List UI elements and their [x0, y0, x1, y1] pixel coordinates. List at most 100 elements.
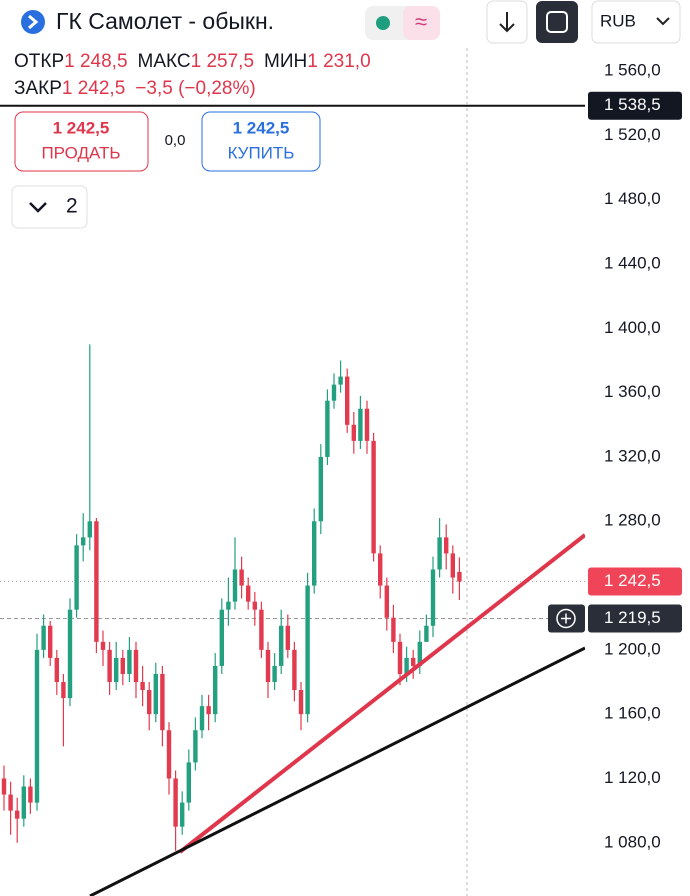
candle-body [186, 762, 191, 803]
high-value: 1 257,5 [191, 51, 254, 72]
candle-body [411, 657, 416, 666]
add-alert-plus [561, 613, 571, 624]
candle-body [285, 625, 290, 650]
candle-body [140, 682, 145, 691]
trend-line-red [178, 533, 587, 854]
fullscreen-icon [546, 11, 568, 33]
candle-body [351, 424, 356, 441]
candle-body [437, 537, 442, 570]
candle-body [193, 730, 198, 763]
close-label: ЗАКР [14, 78, 62, 99]
candle-body [272, 665, 277, 683]
candle-body [28, 786, 33, 803]
y-tick-label: 1 320,0 [604, 446, 661, 465]
price-label-bg [588, 604, 682, 633]
candle-body [417, 641, 422, 666]
y-tick-label: 1 200,0 [604, 639, 661, 658]
candle-body [364, 408, 370, 441]
candle-body [206, 706, 211, 715]
candle-body [107, 649, 112, 683]
plot [0, 104, 585, 851]
candle-body [54, 657, 59, 683]
candle-body [312, 521, 317, 586]
candle-body [424, 625, 429, 642]
price-label-bg [588, 567, 682, 596]
candle-body [292, 649, 297, 691]
y-tick-label: 1 560,0 [604, 61, 661, 80]
candle-body [378, 553, 383, 586]
candle-body [74, 545, 79, 610]
buy-price: 1 242,5 [233, 118, 290, 137]
y-tick-label: 1 480,0 [604, 189, 661, 208]
low-label: МИН [264, 51, 307, 72]
change: −3,5 (−0,28%) [135, 78, 255, 99]
fullscreen-button[interactable] [536, 1, 578, 43]
candle-body [391, 617, 396, 642]
candle-body [384, 585, 389, 618]
status-dot [376, 16, 390, 30]
currency-select[interactable] [591, 0, 681, 44]
candle-body [219, 609, 224, 666]
candle-body [318, 456, 323, 522]
y-tick-label: 1 080,0 [604, 832, 661, 851]
trend-line-black [89, 646, 586, 896]
title: ГК Самолет - обыкн. [56, 8, 274, 34]
y-tick-label: 1 160,0 [604, 704, 661, 723]
candle-body [199, 706, 205, 731]
download-icon [499, 12, 515, 33]
price-label-bg [588, 91, 682, 120]
candle-body [67, 609, 73, 699]
candle-body [213, 665, 218, 715]
quote-line-2: ЗАКР1 242,5 −3,5 (−0,28%) [14, 78, 256, 99]
candle-body [8, 794, 13, 811]
delay-badge [403, 6, 440, 40]
candle-body [450, 553, 455, 578]
candle-body [358, 408, 363, 441]
open-label: ОТКР [14, 51, 64, 72]
candle-body [61, 682, 66, 699]
candle-body [87, 521, 92, 538]
candle-body [246, 585, 251, 602]
candle-body [133, 649, 139, 683]
logo [21, 10, 45, 34]
candle-body [430, 569, 436, 626]
sell-label: ПРОДАТЬ [41, 143, 120, 162]
price-axis: 1 560,0 1 520,0 1 480,0 1 440,0 1 400,0 1 360… [548, 46, 690, 896]
candle-body [114, 657, 119, 683]
high-label: МАКС [138, 51, 191, 72]
low-value: 1 231,0 [307, 51, 370, 72]
y-tick-label: 1 120,0 [604, 768, 661, 787]
candle-body [34, 649, 40, 803]
candle-body [265, 649, 271, 683]
y-tick-label: 1 360,0 [604, 382, 661, 401]
candle-body [331, 384, 337, 401]
y-tick-label: 1 280,0 [604, 511, 661, 530]
quote-line-1: ОТКР1 248,5 МАКС1 257,5 МИН1 231,0 [14, 51, 371, 72]
open-value: 1 248,5 [64, 51, 127, 72]
sell-button[interactable] [14, 111, 149, 172]
add-alert-icon [556, 608, 576, 629]
candle-body [100, 641, 106, 650]
indicators-count: 2 [66, 195, 78, 218]
price-label: 1 242,5 [604, 571, 661, 590]
y-tick-label: 1 440,0 [604, 254, 661, 273]
spread: 0,0 [165, 132, 186, 149]
candle-body [120, 657, 125, 674]
candle-body [147, 690, 152, 715]
currency-caret [656, 17, 670, 26]
candle-body [345, 376, 350, 425]
candle-body [153, 673, 158, 715]
indicators-toggle[interactable] [11, 185, 88, 229]
candle-body [15, 810, 20, 819]
candle-body [325, 400, 330, 457]
currency: RUB [600, 11, 636, 30]
candle-body [298, 690, 304, 715]
candle-body [397, 641, 403, 674]
buy-button[interactable] [201, 111, 321, 172]
candle-body [279, 625, 284, 666]
axis-bg [585, 46, 690, 896]
candle-body [252, 601, 257, 610]
sell-price: 1 242,5 [53, 118, 110, 137]
candle-body [404, 657, 409, 674]
